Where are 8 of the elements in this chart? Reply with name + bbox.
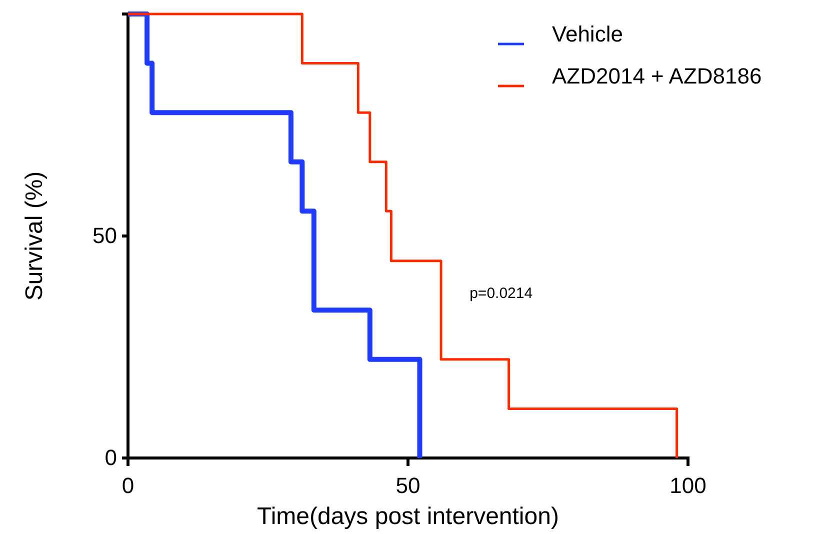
legend-label: Vehicle <box>552 22 623 47</box>
x-tick-label: 100 <box>670 473 706 498</box>
legend-label: AZD2014 + AZD8186 <box>552 64 762 89</box>
y-axis-title: Survival (%) <box>21 171 48 301</box>
x-axis-title: Time(days post intervention) <box>257 503 559 530</box>
x-tick-label: 0 <box>122 473 134 498</box>
x-tick-label: 50 <box>396 473 420 498</box>
annotation: p=0.0214 <box>470 285 533 302</box>
